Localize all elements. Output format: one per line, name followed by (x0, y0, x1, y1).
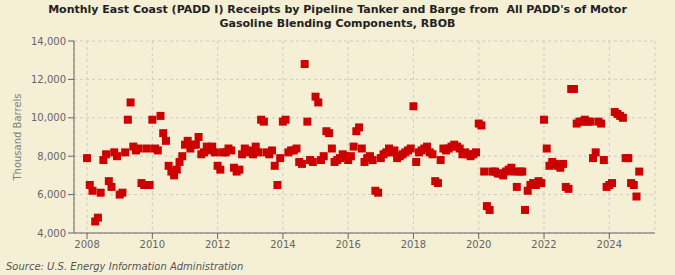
svg-text:8,000: 8,000 (37, 151, 66, 162)
svg-text:4,000: 4,000 (37, 228, 66, 239)
svg-text:10,000: 10,000 (31, 112, 66, 123)
svg-text:14,000: 14,000 (31, 36, 66, 47)
svg-text:2024: 2024 (597, 239, 622, 250)
svg-text:2008: 2008 (74, 239, 99, 250)
svg-text:2010: 2010 (140, 239, 165, 250)
svg-text:2016: 2016 (335, 239, 360, 250)
svg-text:Thousand Barrels: Thousand Barrels (12, 93, 23, 181)
html-text:Source: U.S. Energy Informatio: Source: U.S. Energy Information Administ… (6, 261, 244, 272)
html-text:Monthly East Coast (PADD I) Re: Monthly East Coast (PADD I) Receipts by … (48, 3, 627, 30)
svg-text:2012: 2012 (205, 239, 230, 250)
svg-text:2014: 2014 (270, 239, 295, 250)
svg-text:2020: 2020 (466, 239, 491, 250)
svg-text:6,000: 6,000 (37, 189, 66, 200)
svg-text:2022: 2022 (531, 239, 556, 250)
svg-text:2018: 2018 (401, 239, 426, 250)
svg-text:12,000: 12,000 (31, 74, 66, 85)
